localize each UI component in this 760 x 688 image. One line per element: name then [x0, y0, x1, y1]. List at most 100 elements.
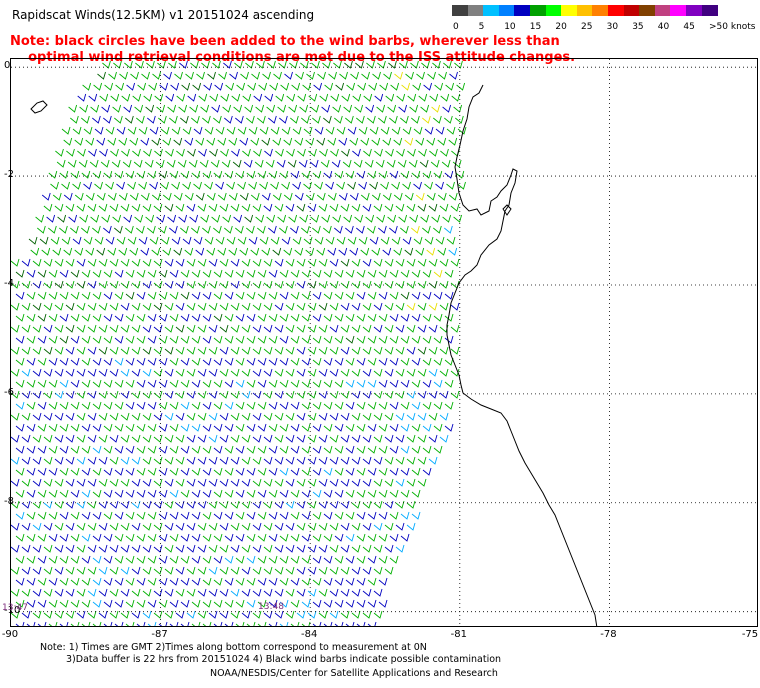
- wind-barb: [21, 258, 31, 267]
- wind-barb: [279, 291, 289, 300]
- wind-barb: [233, 214, 243, 223]
- wind-barb: [252, 566, 262, 575]
- wind-barb: [92, 555, 102, 564]
- wind-barb: [200, 214, 210, 223]
- wind-barb: [302, 82, 312, 91]
- wind-barb: [307, 368, 317, 377]
- wind-barb: [94, 126, 104, 135]
- wind-barb: [274, 324, 284, 333]
- wind-barb: [134, 104, 144, 113]
- colorbar-swatch: [467, 5, 484, 16]
- wind-barb: [92, 599, 102, 608]
- wind-barb: [356, 511, 366, 520]
- wind-barb: [406, 478, 416, 487]
- wind-barb: [246, 621, 256, 626]
- wind-barb: [323, 511, 333, 520]
- wind-barb: [356, 357, 366, 366]
- wind-barb: [121, 148, 130, 157]
- time-label-center: 13:48: [258, 602, 284, 612]
- wind-barb: [279, 577, 289, 586]
- colorbar-label: 30: [606, 22, 619, 32]
- wind-barb: [252, 324, 262, 333]
- wind-barb: [184, 192, 194, 201]
- wind-barb: [417, 412, 427, 421]
- wind-barb: [418, 93, 428, 102]
- wind-barb: [169, 533, 179, 542]
- wind-barb: [378, 401, 388, 410]
- wind-barb: [136, 533, 146, 542]
- wind-barb: [48, 511, 58, 520]
- wind-barb: [248, 236, 258, 245]
- wind-barb: [11, 610, 20, 619]
- wind-barb: [191, 335, 201, 344]
- wind-barb: [158, 335, 168, 344]
- wind-barb: [158, 401, 168, 410]
- wind-barb: [147, 533, 157, 542]
- wind-barb: [213, 291, 223, 300]
- wind-barb: [230, 302, 240, 311]
- wind-barb: [114, 269, 124, 278]
- wind-barb: [65, 203, 75, 212]
- wind-barb: [103, 533, 113, 542]
- wind-barb: [384, 500, 394, 509]
- wind-barb: [59, 599, 69, 608]
- colorbar-swatch: [654, 5, 671, 16]
- wind-barb: [186, 610, 196, 619]
- wind-barb: [340, 390, 350, 399]
- wind-barb: [74, 247, 84, 256]
- wind-barb: [136, 577, 146, 586]
- wind-barb: [98, 500, 108, 509]
- wind-barb: [347, 126, 357, 135]
- wind-barb: [37, 225, 46, 234]
- wind-barb: [244, 104, 254, 113]
- wind-barb: [191, 599, 201, 608]
- wind-barb: [223, 60, 232, 69]
- colorbar-label: 25: [581, 22, 593, 32]
- wind-barb: [329, 478, 339, 487]
- colorbar-swatch: [608, 5, 624, 16]
- wind-barb: [258, 82, 268, 91]
- wind-barb: [147, 423, 157, 432]
- wind-barb: [318, 588, 328, 597]
- wind-barb: [301, 445, 311, 454]
- wind-barb: [274, 522, 284, 531]
- wind-barb: [318, 610, 328, 619]
- wind-barb: [85, 192, 95, 201]
- wind-barb: [373, 324, 383, 333]
- wind-barb: [246, 423, 256, 432]
- wind-barb: [180, 621, 190, 626]
- wind-barb: [277, 104, 287, 113]
- wind-barb: [393, 247, 403, 256]
- wind-barb: [252, 610, 262, 619]
- wind-barb: [120, 390, 130, 399]
- wind-barb: [257, 467, 267, 476]
- wind-barb: [325, 126, 335, 135]
- wind-barb: [351, 346, 361, 355]
- wind-barb: [248, 126, 258, 135]
- wind-barb: [221, 159, 231, 168]
- wind-barb: [433, 115, 442, 124]
- wind-barb: [286, 148, 295, 157]
- wind-barb: [175, 324, 185, 333]
- wind-barb: [131, 478, 141, 487]
- wind-barb: [389, 115, 398, 124]
- wind-barb: [255, 214, 265, 223]
- wind-barb: [353, 159, 363, 168]
- wind-barb: [235, 401, 245, 410]
- wind-barb: [147, 357, 157, 366]
- wind-barb: [65, 478, 75, 487]
- wind-barb: [103, 489, 113, 498]
- wind-barb: [204, 181, 213, 190]
- wind-barb: [334, 313, 344, 322]
- wind-barb: [76, 456, 86, 465]
- colorbar-swatch: [686, 5, 702, 16]
- wind-barb: [367, 621, 377, 626]
- wind-barb: [186, 500, 196, 509]
- wind-barb: [156, 104, 166, 113]
- wind-barb: [408, 159, 418, 168]
- wind-barb: [37, 335, 47, 344]
- wind-barb: [186, 544, 196, 553]
- wind-barb: [111, 159, 121, 168]
- wind-barb: [372, 71, 381, 80]
- wind-barb: [196, 71, 205, 80]
